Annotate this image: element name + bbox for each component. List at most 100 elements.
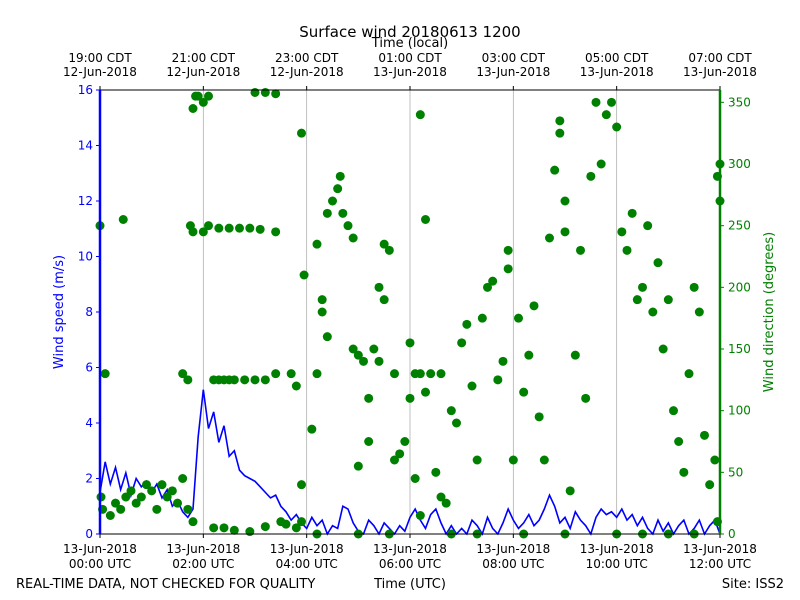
wind-direction-point [240, 375, 250, 385]
wind-direction-point [229, 375, 239, 385]
wind-direction-point [121, 492, 131, 502]
wind-direction-point [219, 523, 229, 533]
footer-left: REAL-TIME DATA, NOT CHECKED FOR QUALITY [16, 577, 315, 592]
wind-direction-point [322, 208, 332, 218]
wind-direction-point [307, 424, 317, 434]
y-axis-label: Wind speed (m/s) [52, 255, 67, 369]
wind-direction-point [214, 223, 224, 233]
wind-direction-point [379, 239, 389, 249]
wind-direction-point [364, 393, 374, 403]
wind-direction-point [118, 215, 128, 224]
wind-direction-point [669, 406, 678, 416]
top-x-tick-label: 03:00 CDT 13-Jun-2018 [476, 51, 550, 79]
wind-direction-point [317, 295, 327, 305]
wind-direction-point [271, 89, 281, 99]
y-tick-label: 0 [85, 527, 93, 541]
wind-direction-point [622, 245, 632, 255]
wind-direction-point [384, 245, 394, 255]
wind-direction-point [328, 196, 337, 206]
wind-direction-point [638, 282, 647, 292]
chart-title: Surface wind 20180613 1200 [299, 23, 520, 41]
wind-direction-point [539, 455, 549, 465]
wind-direction-point [224, 223, 234, 233]
wind-direction-point [710, 455, 720, 465]
wind-direction-point [421, 215, 430, 224]
wind-direction-point [281, 519, 291, 529]
wind-direction-point [586, 171, 596, 181]
wind-direction-point [369, 344, 379, 354]
wind-direction-point [100, 369, 110, 379]
wind-direction-point [462, 319, 472, 329]
x-tick-label: 13-Jun-2018 08:00 UTC [476, 542, 550, 571]
wind-direction-point [415, 511, 425, 520]
top-x-tick-label: 01:00 CDT 13-Jun-2018 [373, 51, 447, 79]
wind-direction-point [405, 338, 415, 348]
wind-direction-point [348, 344, 358, 354]
y2-tick-label: 350 [728, 95, 751, 109]
wind-direction-point [291, 523, 301, 533]
wind-direction-point [193, 91, 203, 101]
wind-direction-point [529, 301, 539, 311]
y-tick-label: 4 [85, 416, 93, 430]
wind-direction-point [560, 196, 570, 206]
y2-tick-label: 50 [728, 465, 743, 479]
wind-direction-point [658, 344, 668, 354]
wind-direction-point [353, 461, 363, 471]
wind-direction-point [607, 97, 616, 107]
wind-direction-point [514, 313, 523, 323]
wind-direction-point [570, 350, 580, 360]
wind-direction-point [581, 393, 591, 403]
footer-right: Site: ISS2 [722, 577, 784, 592]
wind-direction-point [136, 492, 146, 502]
wind-direction-point [446, 406, 456, 416]
wind-direction-point [188, 517, 198, 527]
wind-direction-point [183, 375, 193, 385]
y2-tick-label: 0 [728, 527, 736, 541]
wind-direction-point [260, 522, 270, 532]
wind-direction-point [503, 245, 513, 255]
wind-direction-point [198, 97, 208, 107]
wind-direction-point [131, 498, 141, 508]
wind-direction-point [245, 527, 255, 537]
x-axis-label: Time (UTC) [373, 577, 446, 592]
wind-direction-point [188, 227, 198, 237]
y-tick-label: 2 [85, 472, 93, 486]
wind-direction-point [116, 504, 126, 514]
wind-direction-point [555, 128, 565, 138]
y-tick-label: 8 [85, 305, 93, 319]
wind-direction-point [395, 449, 405, 459]
wind-direction-point [183, 504, 193, 514]
wind-direction-point [441, 498, 451, 508]
wind-direction-point [483, 282, 492, 292]
wind-direction-point [152, 504, 162, 514]
x-tick-label: 13-Jun-2018 12:00 UTC [683, 542, 757, 571]
x-tick-label: 13-Jun-2018 02:00 UTC [166, 542, 240, 571]
wind-direction-point [498, 356, 508, 366]
wind-direction-point [472, 455, 482, 465]
wind-direction-point [632, 295, 642, 305]
wind-direction-point [335, 171, 345, 181]
wind-direction-point [694, 307, 704, 317]
wind-direction-point [317, 307, 327, 317]
wind-direction-point [653, 258, 663, 268]
wind-direction-point [353, 350, 363, 360]
wind-direction-point [338, 208, 348, 218]
wind-direction-point [576, 245, 585, 255]
wind-direction-point [679, 467, 689, 477]
wind-direction-point [167, 486, 177, 496]
y-tick-label: 12 [78, 194, 93, 208]
wind-direction-point [322, 332, 332, 342]
wind-direction-point [348, 233, 358, 243]
wind-direction-point [390, 455, 399, 465]
wind-direction-point [343, 221, 353, 231]
wind-direction-point [436, 369, 446, 379]
x-tick-label: 13-Jun-2018 10:00 UTC [580, 542, 654, 571]
wind-direction-point [560, 227, 570, 237]
x-tick-label: 13-Jun-2018 04:00 UTC [270, 542, 344, 571]
top-axis-label: Time (local) [371, 36, 448, 51]
y2-tick-label: 100 [728, 404, 751, 418]
wind-direction-point [400, 437, 410, 446]
wind-direction-point [596, 159, 606, 169]
y2-tick-label: 200 [728, 280, 751, 294]
